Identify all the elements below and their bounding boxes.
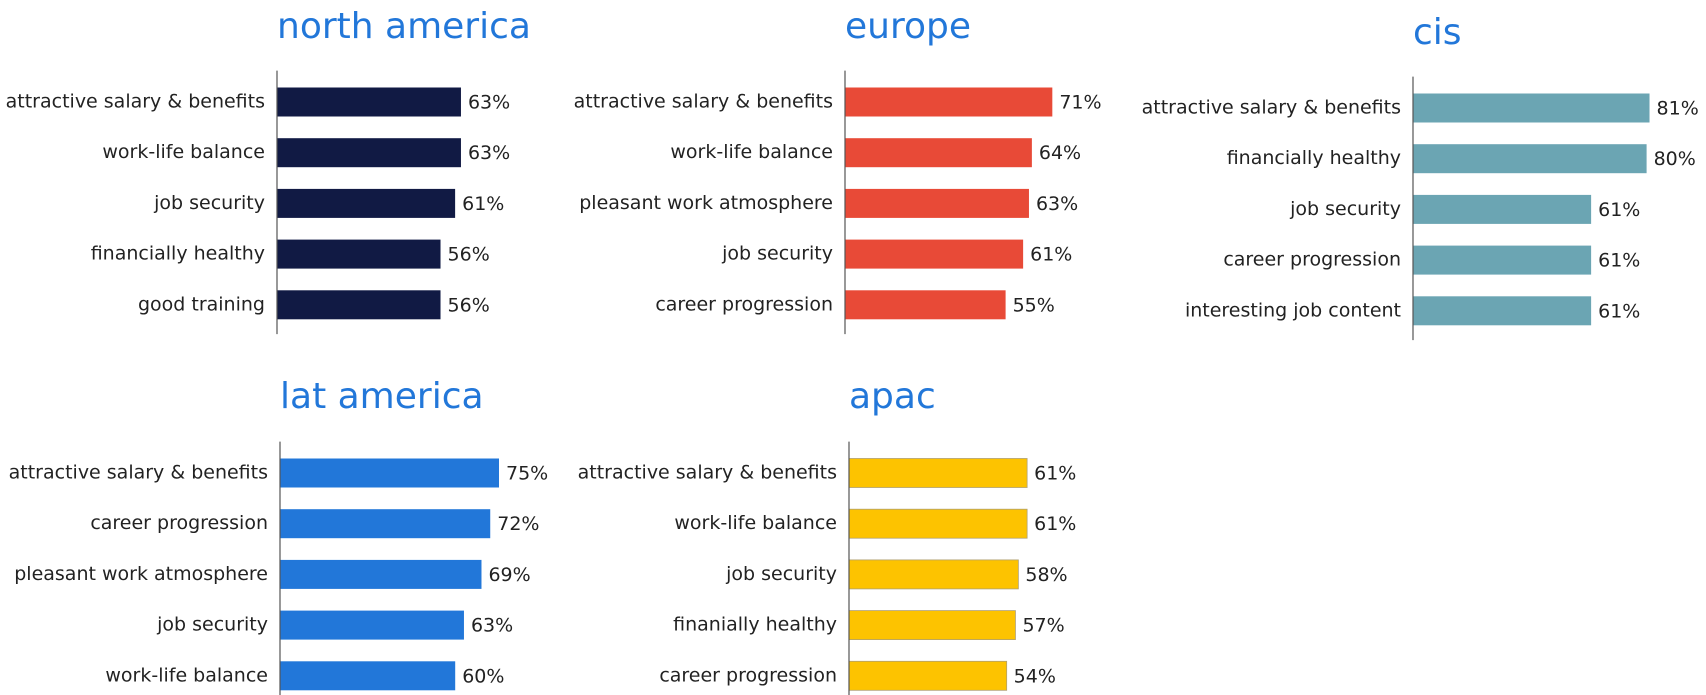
category-label: finanially healthy: [673, 614, 837, 636]
value-label: 75%: [506, 463, 548, 485]
bar: [1413, 245, 1592, 275]
category-label: financially healthy: [1227, 147, 1401, 169]
category-label: career progression: [655, 293, 833, 315]
value-label: 60%: [462, 665, 504, 687]
bar: [277, 188, 456, 218]
category-label: career progression: [90, 512, 268, 534]
bar: [280, 458, 499, 488]
category-label: job security: [725, 563, 837, 585]
value-label: 55%: [1013, 294, 1055, 316]
chart: cis attractive salary & benefits 81% financ…: [1142, 12, 1699, 341]
category-label: attractive salary & benefits: [574, 91, 833, 113]
bar: [277, 239, 441, 269]
value-label: 64%: [1039, 142, 1081, 164]
category-label: job security: [153, 192, 265, 214]
bar: [1413, 296, 1592, 326]
value-label: 54%: [1014, 665, 1056, 687]
bar: [845, 239, 1024, 269]
category-label: attractive salary & benefits: [6, 91, 265, 113]
category-label: attractive salary & benefits: [578, 462, 837, 484]
category-label: financially healthy: [91, 243, 265, 265]
value-label: 61%: [1598, 199, 1640, 221]
category-label: job security: [156, 614, 268, 636]
chart-title: lat america: [280, 376, 484, 417]
category-label: work-life balance: [674, 512, 837, 534]
category-label: career progression: [1223, 249, 1401, 271]
value-label: 58%: [1025, 564, 1067, 586]
category-label: pleasant work atmosphere: [579, 192, 833, 214]
bar: [1413, 93, 1650, 123]
bar: [277, 87, 461, 117]
value-label: 63%: [471, 615, 513, 637]
category-label: attractive salary & benefits: [9, 462, 268, 484]
value-label: 81%: [1657, 98, 1699, 120]
category-label: work-life balance: [102, 141, 265, 163]
bar: [845, 87, 1053, 117]
bar: [280, 610, 464, 640]
bar: [1413, 144, 1647, 174]
value-label: 61%: [1030, 244, 1072, 266]
bar: [280, 559, 482, 589]
bar: [845, 138, 1032, 168]
value-label: 63%: [468, 142, 510, 164]
chart: lat america attractive salary & benefits 7…: [9, 376, 548, 695]
value-label: 61%: [1598, 250, 1640, 272]
bar: [845, 290, 1006, 320]
category-label: job security: [721, 243, 833, 265]
value-label: 56%: [448, 244, 490, 266]
category-label: job security: [1289, 198, 1401, 220]
chart-title: europe: [845, 6, 971, 47]
value-label: 61%: [1034, 463, 1076, 485]
chart: apac attractive salary & benefits 61% work-…: [578, 376, 1076, 695]
value-label: 56%: [448, 294, 490, 316]
bar: [845, 188, 1029, 218]
value-label: 61%: [1598, 300, 1640, 322]
chart-title: north america: [277, 6, 531, 47]
bar: [848, 508, 1028, 539]
bar: [280, 509, 491, 539]
value-label: 61%: [1034, 513, 1076, 535]
value-label: 80%: [1654, 148, 1696, 170]
value-label: 72%: [497, 513, 539, 535]
category-label: attractive salary & benefits: [1142, 97, 1401, 119]
chart-title: apac: [849, 376, 936, 417]
bar: [277, 138, 461, 168]
bar: [1413, 194, 1592, 224]
category-label: pleasant work atmosphere: [14, 563, 268, 585]
chart: north america attractive salary & benefit…: [6, 6, 531, 335]
category-label: work-life balance: [105, 664, 268, 686]
bar: [848, 559, 1019, 590]
bar: [848, 610, 1016, 640]
bar: [848, 660, 1008, 691]
value-label: 57%: [1022, 615, 1064, 637]
value-label: 69%: [488, 564, 530, 586]
category-label: good training: [138, 293, 265, 315]
value-label: 61%: [462, 193, 504, 215]
value-label: 63%: [1036, 193, 1078, 215]
category-label: work-life balance: [670, 141, 833, 163]
chart-title: cis: [1413, 12, 1462, 53]
value-label: 71%: [1059, 92, 1101, 114]
category-label: career progression: [659, 664, 837, 686]
bar: [280, 661, 456, 691]
bar: [848, 458, 1028, 488]
bar: [277, 290, 441, 320]
category-label: interesting job content: [1185, 299, 1401, 321]
chart: europe attractive salary & benefits 71% wor…: [574, 6, 1102, 335]
value-label: 63%: [468, 92, 510, 114]
